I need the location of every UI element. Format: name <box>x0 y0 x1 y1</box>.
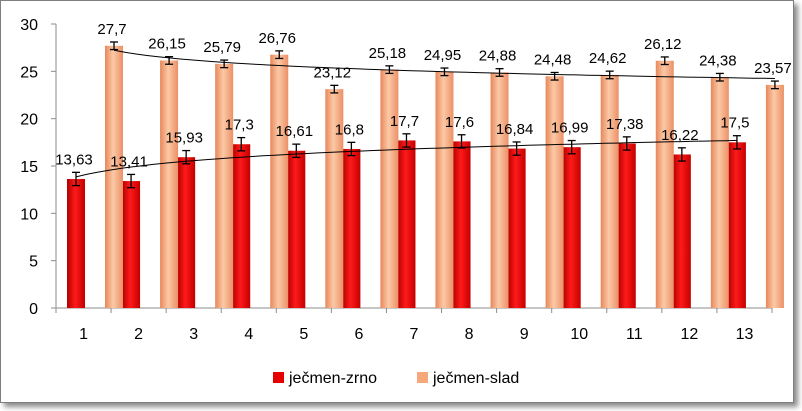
bar-je-men-zrno <box>672 154 691 308</box>
x-tick-label: 7 <box>410 326 419 343</box>
bar-je-men-zrno <box>232 144 251 308</box>
data-label: 25,79 <box>203 39 241 56</box>
bar-je-men-slad <box>270 54 289 309</box>
x-tick-label: 5 <box>299 326 308 343</box>
data-label: 16,99 <box>551 120 589 137</box>
data-label: 16,61 <box>276 123 314 140</box>
data-label: 16,8 <box>335 121 364 138</box>
x-tick-label: 2 <box>134 326 143 343</box>
data-label: 13,63 <box>55 151 93 168</box>
data-label: 13,41 <box>110 153 148 170</box>
data-label: 15,93 <box>165 130 203 147</box>
bars-group <box>67 45 784 309</box>
x-tick-label: 8 <box>465 326 474 343</box>
data-label: 26,12 <box>644 36 682 53</box>
data-label: 25,18 <box>369 45 407 62</box>
y-tick-label: 5 <box>29 254 38 271</box>
bar-je-men-slad <box>325 89 344 308</box>
bar-je-men-zrno <box>562 147 581 308</box>
data-label: 23,57 <box>754 60 792 77</box>
y-axis-ticks: 0 5 10 15 20 25 30 <box>20 17 56 318</box>
data-label: 27,7 <box>97 21 126 38</box>
data-label: 17,3 <box>225 117 254 134</box>
data-label: 17,5 <box>720 115 749 132</box>
bar-je-men-zrno <box>177 157 196 308</box>
bar-je-men-slad <box>765 84 784 308</box>
x-tick-label: 13 <box>736 326 754 343</box>
bar-je-men-zrno <box>617 143 636 308</box>
bar-je-men-slad <box>105 45 123 308</box>
legend: ječmen-zrno ječmen-slad <box>273 370 519 387</box>
data-label: 23,12 <box>314 64 352 81</box>
x-tick-label: 3 <box>189 326 198 343</box>
bar-je-men-zrno <box>507 148 526 308</box>
x-tick-label: 11 <box>626 326 643 343</box>
error-bars-group <box>72 41 779 189</box>
y-tick-label: 30 <box>20 17 38 34</box>
bar-je-men-slad <box>160 60 179 308</box>
data-label: 17,38 <box>606 116 644 133</box>
x-tick-label: 12 <box>680 326 698 343</box>
bar-je-men-zrno <box>67 178 85 308</box>
bar-je-men-slad <box>655 60 674 308</box>
y-tick-label: 0 <box>29 301 38 318</box>
x-tick-label: 10 <box>570 326 588 343</box>
bar-je-men-zrno <box>122 181 141 308</box>
bar-je-men-zrno <box>727 142 746 308</box>
y-tick-label: 20 <box>20 112 38 129</box>
data-label: 16,22 <box>661 127 699 144</box>
bar-je-men-zrno <box>397 140 416 308</box>
x-tick-label: 9 <box>520 326 529 343</box>
x-tick-label: 1 <box>79 326 88 343</box>
legend-swatch-jecmen-slad <box>417 372 428 383</box>
x-tick-label: 4 <box>244 326 253 343</box>
data-label: 24,88 <box>479 48 517 65</box>
y-tick-label: 10 <box>20 206 38 223</box>
legend-label-jecmen-slad: ječmen-slad <box>432 370 519 387</box>
legend-label-jecmen-zrno: ječmen-zrno <box>288 370 377 387</box>
y-tick-label: 15 <box>20 159 38 176</box>
y-tick-label: 25 <box>20 64 38 81</box>
bar-je-men-slad <box>435 71 454 308</box>
bar-je-men-zrno <box>287 150 306 308</box>
data-label: 26,76 <box>258 30 296 47</box>
data-labels-group: 13,63 13,41 15,93 17,3 16,61 16,8 17,7 17,6 16,8… <box>55 21 791 170</box>
data-label: 26,15 <box>148 36 186 53</box>
bar-je-men-slad <box>490 72 509 308</box>
x-tick-label: 6 <box>354 326 363 343</box>
x-axis-ticks: 1 2 3 4 5 6 7 8 9 10 11 12 13 <box>55 308 773 343</box>
bar-je-men-slad <box>215 63 234 308</box>
bar-je-men-slad <box>600 74 619 308</box>
bar-je-men-slad <box>710 77 729 308</box>
bar-je-men-zrno <box>452 141 471 308</box>
legend-swatch-jecmen-zrno <box>273 372 284 383</box>
bar-je-men-slad <box>545 76 564 308</box>
data-label: 24,95 <box>424 47 462 64</box>
data-label: 17,7 <box>390 113 419 130</box>
data-label: 16,84 <box>496 121 534 138</box>
data-label: 24,48 <box>534 51 572 68</box>
data-label: 24,62 <box>589 50 627 67</box>
data-label: 24,38 <box>699 52 737 69</box>
data-label: 17,6 <box>445 114 474 131</box>
bar-je-men-zrno <box>342 148 361 308</box>
bar-je-men-slad <box>380 69 399 308</box>
